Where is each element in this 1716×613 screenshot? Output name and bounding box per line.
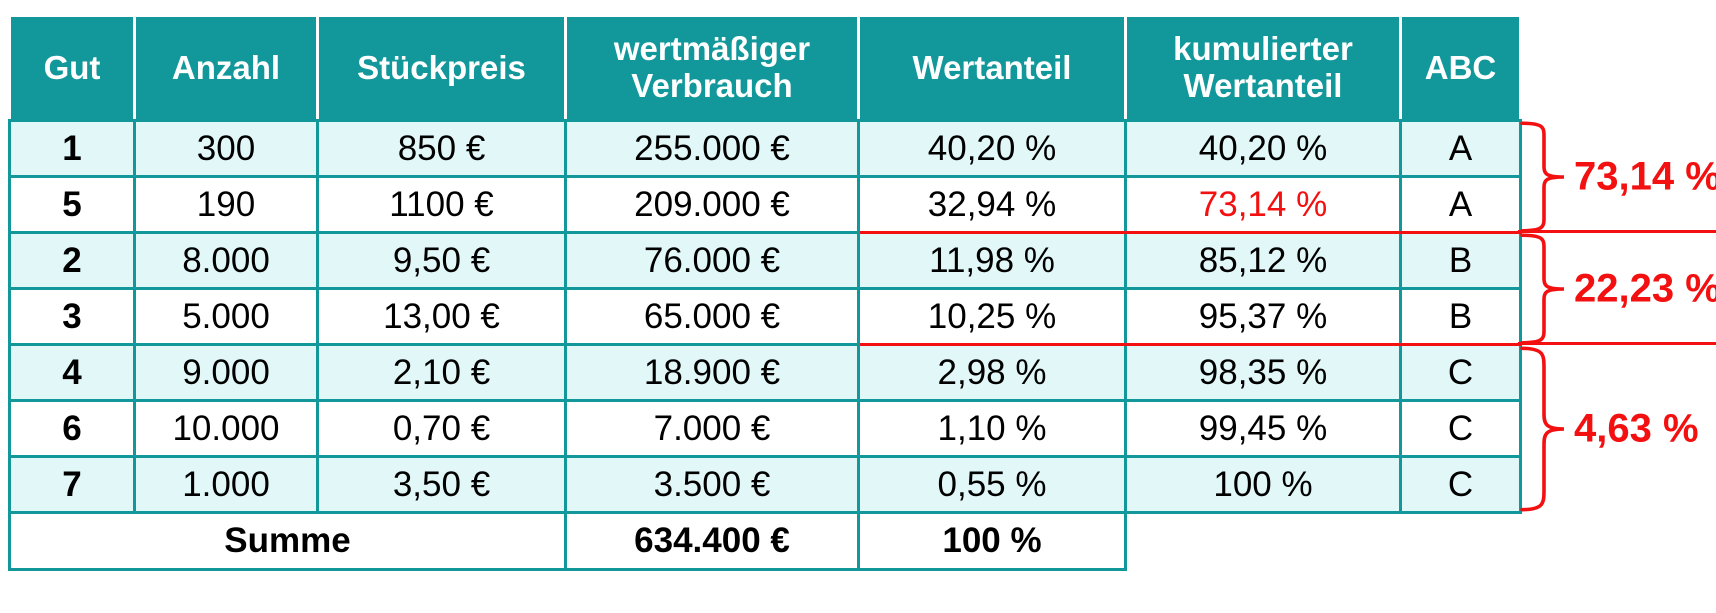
table-header-row: Gut Anzahl Stückpreis wertmäßiger Verbra… (8, 14, 1522, 122)
cell-kumuliert: 100 % (1124, 455, 1402, 514)
cell-kumuliert: 85,12 % (1124, 231, 1402, 290)
cell-wertanteil: 10,25 % (857, 287, 1127, 346)
cell-abc: A (1399, 175, 1522, 234)
group-c-share-label: 4,63 % (1574, 406, 1699, 450)
cell-verbrauch: 3.500 € (564, 455, 860, 514)
cell-wertanteil: 11,98 % (857, 231, 1127, 290)
col-header-abc: ABC (1399, 14, 1522, 122)
cell-abc: A (1399, 119, 1522, 178)
cell-gut: 1 (8, 119, 136, 178)
cell-kumuliert: 98,35 % (1124, 343, 1402, 402)
summe-empty-area (1125, 512, 1521, 570)
cell-verbrauch: 209.000 € (564, 175, 860, 234)
cell-anzahl: 9.000 (133, 343, 319, 402)
cell-abc: B (1399, 231, 1522, 290)
table-row-gut-5: 5 190 1100 € 209.000 € 32,94 % 73,14 % A (8, 175, 1522, 234)
cell-kumuliert: 99,45 % (1124, 399, 1402, 458)
cell-stueckpreis: 850 € (316, 119, 567, 178)
cell-kumuliert-highlighted: 73,14 % (1124, 175, 1402, 234)
cell-gut: 2 (8, 231, 136, 290)
red-separator-line-a-b (1518, 229, 1716, 233)
cell-gut: 5 (8, 175, 136, 234)
cell-verbrauch: 18.900 € (564, 343, 860, 402)
group-a-share-label: 73,14 % (1574, 154, 1716, 198)
cell-stueckpreis: 13,00 € (316, 287, 567, 346)
cell-wertanteil: 40,20 % (857, 119, 1127, 178)
cell-stueckpreis: 3,50 € (316, 455, 567, 514)
col-header-gut: Gut (8, 14, 136, 122)
cell-kumuliert: 40,20 % (1124, 119, 1402, 178)
cell-wertanteil: 1,10 % (857, 399, 1127, 458)
cell-abc: C (1399, 399, 1522, 458)
cell-gut: 3 (8, 287, 136, 346)
cell-anzahl: 5.000 (133, 287, 319, 346)
cell-wertanteil: 2,98 % (857, 343, 1127, 402)
cell-anzahl: 300 (133, 119, 319, 178)
cell-wertanteil: 32,94 % (857, 175, 1127, 234)
col-header-stueckpreis: Stückpreis (316, 14, 567, 122)
col-header-kumuliert: kumulierter Wertanteil (1124, 14, 1402, 122)
col-header-anzahl: Anzahl (133, 14, 319, 122)
group-b-share-label: 22,23 % (1574, 266, 1716, 310)
group-c-brace-icon (1518, 345, 1566, 513)
cell-kumuliert: 95,37 % (1124, 287, 1402, 346)
cell-gut: 4 (8, 343, 136, 402)
cell-stueckpreis: 0,70 € (316, 399, 567, 458)
summe-label: Summe (8, 511, 567, 571)
cell-stueckpreis: 2,10 € (316, 343, 567, 402)
table-row-gut-4: 4 9.000 2,10 € 18.900 € 2,98 % 98,35 % C (8, 343, 1522, 402)
cell-abc: C (1399, 455, 1522, 514)
cell-verbrauch: 76.000 € (564, 231, 860, 290)
cell-wertanteil: 0,55 % (857, 455, 1127, 514)
table-row-summe: Summe 634.400 € 100 % (8, 511, 1521, 571)
cell-stueckpreis: 1100 € (316, 175, 567, 234)
col-header-wertanteil: Wertanteil (857, 14, 1127, 122)
table-row-gut-6: 6 10.000 0,70 € 7.000 € 1,10 % 99,45 % C (8, 399, 1522, 458)
cell-verbrauch: 7.000 € (564, 399, 860, 458)
cell-abc: C (1399, 343, 1522, 402)
table-row-gut-1: 1 300 850 € 255.000 € 40,20 % 40,20 % A (8, 119, 1522, 178)
cell-verbrauch: 65.000 € (564, 287, 860, 346)
group-b-brace-icon (1518, 233, 1566, 345)
table-row-gut-2: 2 8.000 9,50 € 76.000 € 11,98 % 85,12 % … (8, 231, 1522, 290)
cell-verbrauch: 255.000 € (564, 119, 860, 178)
table-row-gut-7: 7 1.000 3,50 € 3.500 € 0,55 % 100 % C (8, 455, 1522, 514)
abc-table: Gut Anzahl Stückpreis wertmäßiger Verbra… (8, 14, 1522, 571)
summe-wertanteil: 100 % (857, 511, 1127, 571)
table-row-gut-3: 3 5.000 13,00 € 65.000 € 10,25 % 95,37 %… (8, 287, 1522, 346)
cell-anzahl: 10.000 (133, 399, 319, 458)
group-a-brace-icon (1518, 121, 1566, 233)
cell-anzahl: 8.000 (133, 231, 319, 290)
cell-gut: 6 (8, 399, 136, 458)
summe-verbrauch: 634.400 € (564, 511, 860, 571)
red-separator-line-b-c (1518, 341, 1716, 345)
cell-anzahl: 1.000 (133, 455, 319, 514)
cell-stueckpreis: 9,50 € (316, 231, 567, 290)
col-header-verbrauch: wertmäßiger Verbrauch (564, 14, 860, 122)
cell-anzahl: 190 (133, 175, 319, 234)
cell-gut: 7 (8, 455, 136, 514)
cell-abc: B (1399, 287, 1522, 346)
